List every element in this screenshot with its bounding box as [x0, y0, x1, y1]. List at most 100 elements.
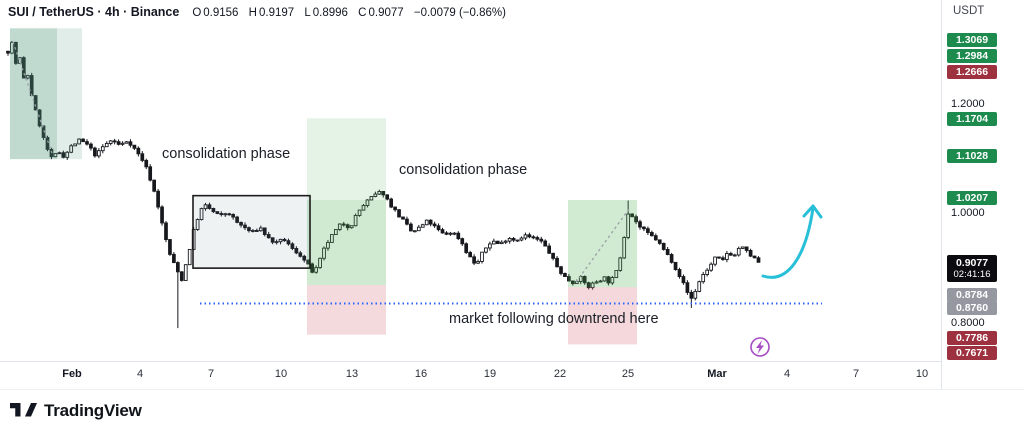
candle — [634, 216, 638, 223]
price-scale[interactable]: 1.3069 1.2984 1.2666 1.2000 1.1704 1.1028 1.02… — [942, 0, 1024, 390]
supply-zone-left-dark[interactable] — [10, 28, 57, 160]
candle — [610, 277, 615, 284]
candle — [33, 95, 38, 111]
candle — [369, 196, 374, 201]
candle — [239, 221, 243, 226]
price-level-badge: 1.1028 — [947, 149, 997, 163]
annotation-consolidation-1[interactable]: consolidation phase — [162, 146, 291, 162]
quote-currency-label[interactable]: USDT — [953, 5, 985, 17]
candle — [10, 41, 14, 54]
candle — [602, 276, 607, 282]
candle — [179, 271, 184, 281]
candle — [215, 211, 220, 214]
candle — [480, 251, 484, 262]
time-axis-label: 10 — [274, 368, 288, 380]
candle — [195, 219, 200, 230]
candle — [314, 267, 318, 273]
consolidation-box[interactable] — [192, 194, 311, 269]
candle — [353, 215, 358, 227]
time-axis-label: Mar — [707, 368, 727, 380]
candle — [626, 213, 630, 238]
mid-zone-green-upper[interactable] — [307, 118, 386, 286]
close-value: 0.9077 — [368, 7, 404, 19]
candle — [646, 228, 650, 233]
candle — [93, 147, 97, 157]
candle — [452, 232, 457, 235]
candle — [693, 290, 698, 299]
candle — [69, 145, 74, 153]
price-level-badge: 1.1704 — [947, 112, 997, 126]
candle — [638, 221, 642, 228]
change-value: −0.0079 (−0.86%) — [413, 7, 506, 19]
candle — [124, 141, 129, 144]
candle — [752, 255, 757, 259]
candle — [709, 263, 713, 271]
candle — [290, 243, 295, 249]
candle — [721, 257, 725, 260]
candle — [318, 257, 322, 269]
candle — [112, 140, 117, 143]
annotation-consolidation-2[interactable]: consolidation phase — [399, 162, 528, 178]
candle — [330, 234, 334, 243]
chart-canvas[interactable] — [0, 0, 1024, 400]
price-level-badge: 0.8784 — [947, 288, 997, 302]
candle — [81, 138, 85, 143]
candle — [302, 255, 307, 261]
candle — [278, 238, 283, 243]
candle — [405, 218, 409, 225]
candle — [270, 237, 275, 243]
symbol-title[interactable]: SUI / TetherUS · 4h · Binance — [8, 5, 180, 19]
candle — [499, 241, 504, 245]
time-axis[interactable]: Feb 4 7 10 13 16 19 22 25 Mar 4 7 10 — [0, 363, 941, 387]
candle — [416, 226, 421, 232]
candle — [235, 216, 239, 223]
time-axis-label: 22 — [553, 368, 567, 380]
candle — [389, 198, 393, 208]
candle — [393, 206, 397, 211]
candle — [243, 224, 247, 229]
candle — [73, 143, 77, 147]
right-zone-red[interactable] — [568, 287, 637, 345]
annotation-downtrend-note[interactable]: market following downtrend here — [449, 311, 659, 327]
candle — [385, 194, 390, 200]
candle — [413, 230, 417, 233]
candle — [85, 141, 89, 145]
candle — [175, 262, 180, 273]
candle — [211, 208, 216, 213]
candle — [535, 237, 540, 240]
mid-zone-green-lower[interactable] — [307, 200, 386, 286]
candle — [132, 144, 137, 149]
tradingview-logo[interactable]: TradingView — [10, 400, 142, 421]
candle — [140, 153, 145, 161]
candle — [476, 261, 480, 264]
candle — [187, 248, 192, 266]
ohlc-readout: O 0.9156 H 0.9197 L 0.8996 C 0.9077 −0.0079 … — [185, 7, 506, 19]
candle — [740, 246, 745, 249]
candle — [519, 237, 524, 241]
trend-guide-dotted[interactable] — [575, 207, 631, 283]
candle — [622, 237, 627, 259]
candle — [183, 264, 188, 281]
right-zone-green[interactable] — [568, 200, 637, 288]
low-value: 0.8996 — [312, 7, 348, 19]
candle — [57, 152, 62, 155]
supply-zone-left-light[interactable] — [57, 28, 82, 160]
candle — [286, 240, 291, 245]
mid-zone-red[interactable] — [307, 285, 386, 335]
candle — [136, 147, 141, 155]
candle — [25, 75, 30, 79]
candle — [53, 153, 58, 158]
candle — [128, 141, 133, 146]
candle — [61, 152, 66, 158]
candle — [203, 204, 208, 210]
candle — [551, 252, 555, 259]
candle — [586, 282, 591, 289]
close-label: C — [358, 7, 367, 19]
candle — [614, 270, 619, 278]
time-axis-label: 13 — [345, 368, 359, 380]
candle — [598, 280, 603, 283]
up-arrow-drawing[interactable] — [761, 206, 815, 279]
open-label: O — [192, 7, 202, 19]
candle — [492, 240, 496, 245]
candle — [665, 248, 670, 255]
